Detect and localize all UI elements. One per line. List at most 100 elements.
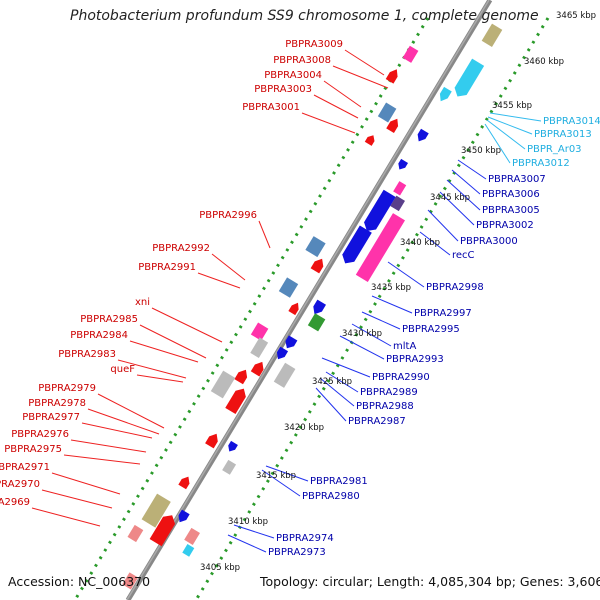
label-leader-line xyxy=(70,439,147,453)
label-leader-line xyxy=(487,116,533,135)
gene-label: PBPRA2981 xyxy=(310,476,368,487)
gene-feature xyxy=(385,69,398,84)
gene-label: xni xyxy=(135,297,150,308)
label-leader-line xyxy=(313,94,359,119)
gene-label: PBPRA2993 xyxy=(386,354,444,365)
kbp-tick-label: 3430 kbp xyxy=(342,329,382,339)
label-leader-line xyxy=(233,524,275,539)
label-leader-line xyxy=(87,408,160,435)
gene-feature xyxy=(364,189,396,232)
gene-label: PBPRA2977 xyxy=(22,412,80,423)
label-leader-line xyxy=(258,220,271,249)
gene-feature xyxy=(386,118,399,134)
gene-label: PBPRA3006 xyxy=(482,189,540,200)
gene-label: PBPRA2987 xyxy=(348,416,406,427)
gene-feature xyxy=(178,476,190,490)
label-leader-line xyxy=(265,465,309,482)
gene-feature xyxy=(355,213,405,283)
gene-label: PBPRA2984 xyxy=(70,330,128,341)
gene-feature xyxy=(402,45,419,63)
gene-label: PBPRA2988 xyxy=(356,401,414,412)
label-leader-line xyxy=(136,374,184,383)
label-leader-line xyxy=(484,123,511,164)
gene-label: PBPRA3008 xyxy=(273,55,331,66)
topology-text: Topology: circular; Length: 4,085,304 bp… xyxy=(260,574,600,589)
gene-label: PBPRA3000 xyxy=(460,236,518,247)
gene-feature xyxy=(364,135,375,146)
gene-feature xyxy=(250,361,264,377)
gene-feature xyxy=(393,181,407,196)
gene-feature xyxy=(390,195,405,212)
label-leader-line xyxy=(489,112,542,122)
gene-label: PBPRA3007 xyxy=(488,174,546,185)
gene-feature xyxy=(481,23,503,47)
gene-feature xyxy=(205,433,218,449)
gene-feature xyxy=(228,440,238,452)
gene-label: PBPRA3002 xyxy=(476,220,534,231)
outer-dotted-track xyxy=(73,17,430,600)
gene-label: PBPRA2991 xyxy=(138,262,196,273)
gene-feature xyxy=(184,527,200,545)
kbp-tick-label: 3435 kbp xyxy=(371,283,411,293)
kbp-tick-label: 3405 kbp xyxy=(200,563,240,573)
label-leader-line xyxy=(371,295,413,314)
label-leader-line xyxy=(129,340,199,363)
gene-feature xyxy=(149,515,176,547)
label-leader-line xyxy=(457,159,487,180)
label-leader-line xyxy=(31,507,101,527)
label-leader-line xyxy=(351,323,392,347)
gene-feature xyxy=(342,225,372,264)
label-leader-line xyxy=(361,311,401,330)
gene-feature xyxy=(250,322,269,341)
gene-label: PBPRA2980 xyxy=(302,491,360,502)
gene-label: queF xyxy=(110,364,135,375)
gene-label: PBPRA2969 xyxy=(0,497,30,508)
gene-feature xyxy=(250,337,269,358)
kbp-tick-label: 3465 kbp xyxy=(556,11,596,21)
label-leader-line xyxy=(51,472,121,495)
label-leader-line xyxy=(151,307,223,343)
gene-feature xyxy=(454,58,485,97)
kbp-tick-label: 3415 kbp xyxy=(256,471,296,481)
label-leader-line xyxy=(446,179,481,211)
gene-label: PBPRA2973 xyxy=(268,547,326,558)
gene-label: PBPRA2971 xyxy=(0,462,50,473)
accession-text: Accession: NC_006370 xyxy=(8,574,151,589)
gene-label: PBPRA2970 xyxy=(0,479,40,490)
gene-feature xyxy=(417,128,429,142)
kbp-tick-label: 3420 kbp xyxy=(284,423,324,433)
gene-label: PBPRA3014 xyxy=(543,116,600,127)
label-leader-line xyxy=(227,534,267,553)
chromosome-backbone xyxy=(125,0,493,600)
gene-label: PBPRA2979 xyxy=(38,383,96,394)
label-leader-line xyxy=(451,169,481,195)
label-leader-line xyxy=(315,387,347,422)
gene-feature xyxy=(305,236,326,258)
gene-feature xyxy=(222,459,237,475)
gene-feature xyxy=(122,572,139,590)
gene-label: PBPRA2976 xyxy=(11,429,69,440)
kbp-tick-label: 3440 kbp xyxy=(400,238,440,248)
kbp-tick-label: 3455 kbp xyxy=(492,101,532,111)
label-leader-line xyxy=(319,377,355,407)
gene-label: PBPRA2985 xyxy=(80,314,138,325)
kbp-tick-label: 3410 kbp xyxy=(228,517,268,527)
kbp-tick-label: 3425 kbp xyxy=(312,377,352,387)
kbp-tick-label: 3460 kbp xyxy=(524,57,564,67)
label-leader-line xyxy=(63,454,141,465)
label-leader-line xyxy=(81,422,153,439)
chromosome-backbone-highlight xyxy=(126,0,490,600)
gene-label: PBPRA2992 xyxy=(152,243,210,254)
gene-feature xyxy=(310,258,324,274)
gene-feature xyxy=(288,302,299,316)
gene-label: PBPRA3001 xyxy=(242,102,300,113)
gene-label: PBPRA3012 xyxy=(512,158,570,169)
gene-label: PBPRA2978 xyxy=(28,398,86,409)
label-leader-line xyxy=(139,324,207,359)
label-leader-line xyxy=(117,359,187,379)
gene-feature xyxy=(234,369,248,385)
gene-feature xyxy=(141,493,171,528)
gene-feature xyxy=(439,86,452,102)
label-leader-line xyxy=(387,261,425,288)
